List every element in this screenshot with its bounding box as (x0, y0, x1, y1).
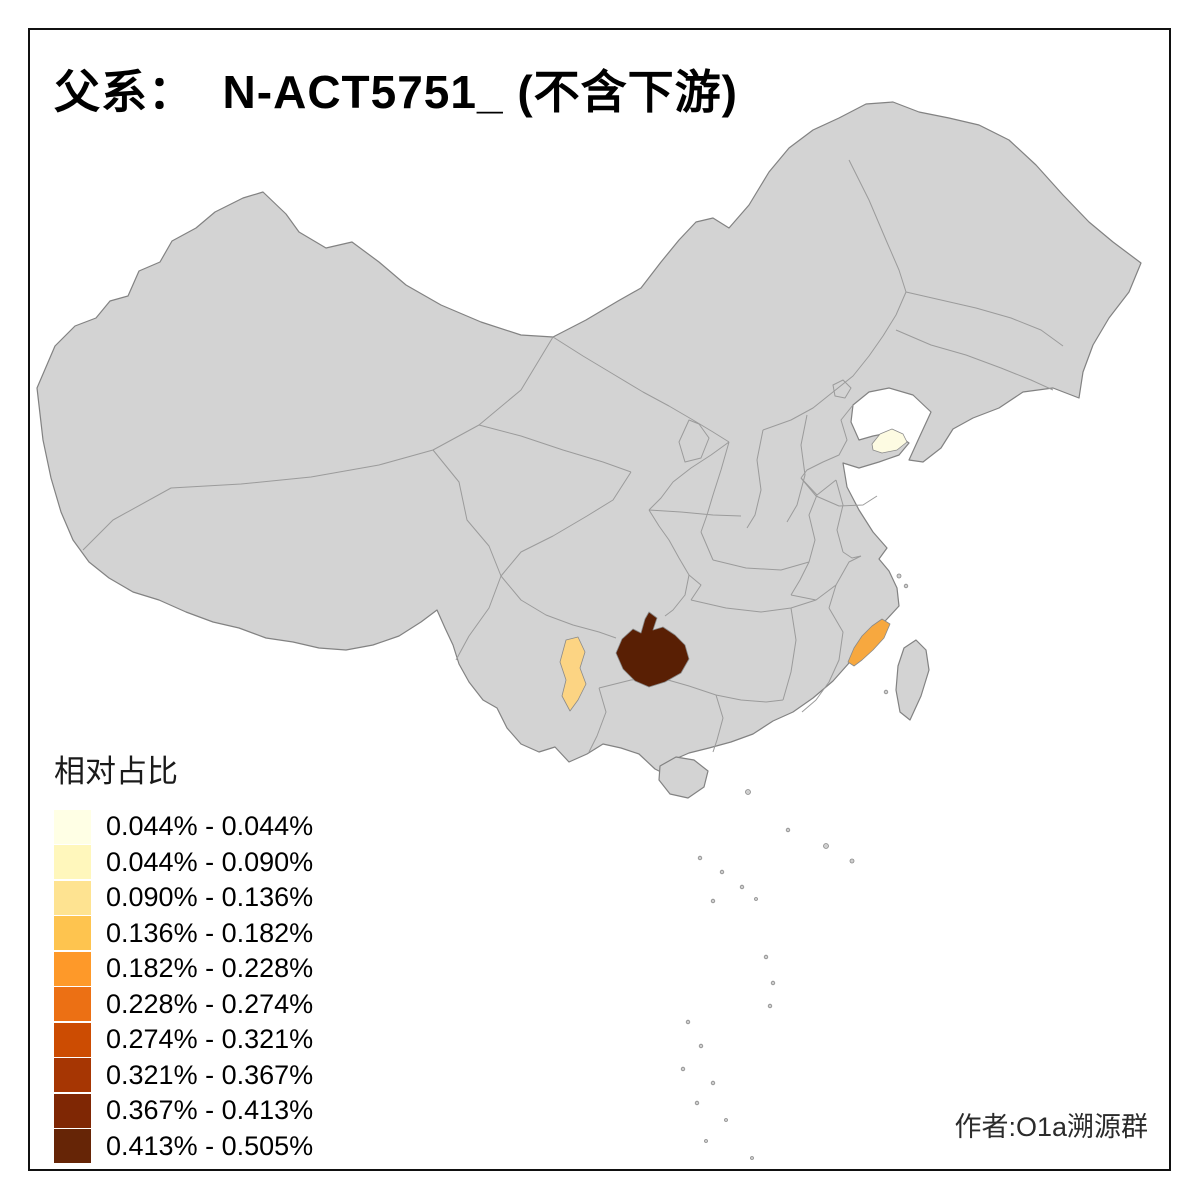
province-borders-west (82, 336, 742, 661)
legend-row: 0.321% - 0.367% (54, 1058, 313, 1094)
legend-swatch (54, 880, 91, 915)
legend-row: 0.044% - 0.090% (54, 845, 313, 881)
region-guizhou (615, 611, 690, 688)
hainan-island (658, 756, 709, 799)
legend-swatch (54, 809, 91, 844)
province-borders-central (500, 477, 862, 639)
author-credit: 作者:O1a溯源群 (954, 1112, 1148, 1142)
legend-title: 相对占比 (54, 754, 178, 789)
legend-swatch (54, 916, 91, 951)
province-borders-south (588, 607, 844, 753)
legend-row: 0.090% - 0.136% (54, 880, 313, 916)
taiwan-island (895, 639, 930, 721)
map-title: 父系： N-ACT5751_ (不含下游) (54, 66, 738, 118)
province-borders-northeast (746, 159, 1064, 529)
legend-rows: 0.044% - 0.044% 0.044% - 0.090% 0.090% - 0… (54, 809, 313, 1164)
legend-label: 0.044% - 0.044% (106, 811, 314, 842)
map-frame (28, 28, 1171, 1171)
legend-label: 0.228% - 0.274% (106, 988, 314, 1019)
region-fujian (847, 618, 891, 667)
legend-row: 0.044% - 0.044% (54, 809, 313, 845)
legend-label: 0.321% - 0.367% (106, 1059, 314, 1090)
legend-label: 0.413% - 0.505% (106, 1130, 314, 1161)
legend-swatch (54, 951, 91, 986)
legend-label: 0.090% - 0.136% (106, 882, 314, 913)
legend-label: 0.136% - 0.182% (106, 917, 314, 948)
legend-swatch (54, 987, 91, 1022)
legend-label: 0.044% - 0.090% (106, 846, 314, 877)
region-shandong (871, 428, 908, 454)
legend-label: 0.182% - 0.228% (106, 953, 314, 984)
legend-swatch (54, 1129, 91, 1164)
legend-row: 0.413% - 0.505% (54, 1129, 313, 1165)
legend-row: 0.136% - 0.182% (54, 916, 313, 952)
region-yunnan (559, 636, 587, 712)
legend-row: 0.274% - 0.321% (54, 1022, 313, 1058)
legend-swatch (54, 845, 91, 880)
legend-label: 0.367% - 0.413% (106, 1095, 314, 1126)
legend-row: 0.182% - 0.228% (54, 951, 313, 987)
legend-swatch (54, 1022, 91, 1057)
south-china-sea-islets (680, 573, 909, 1160)
legend-swatch (54, 1058, 91, 1093)
china-mainland (36, 101, 1142, 777)
legend-label: 0.274% - 0.321% (106, 1024, 314, 1055)
legend-row: 0.367% - 0.413% (54, 1093, 313, 1129)
legend-swatch (54, 1093, 91, 1128)
legend: 相对占比 0.044% - 0.044% 0.044% - 0.090% 0.090… (54, 746, 313, 1164)
legend-row: 0.228% - 0.274% (54, 987, 313, 1023)
